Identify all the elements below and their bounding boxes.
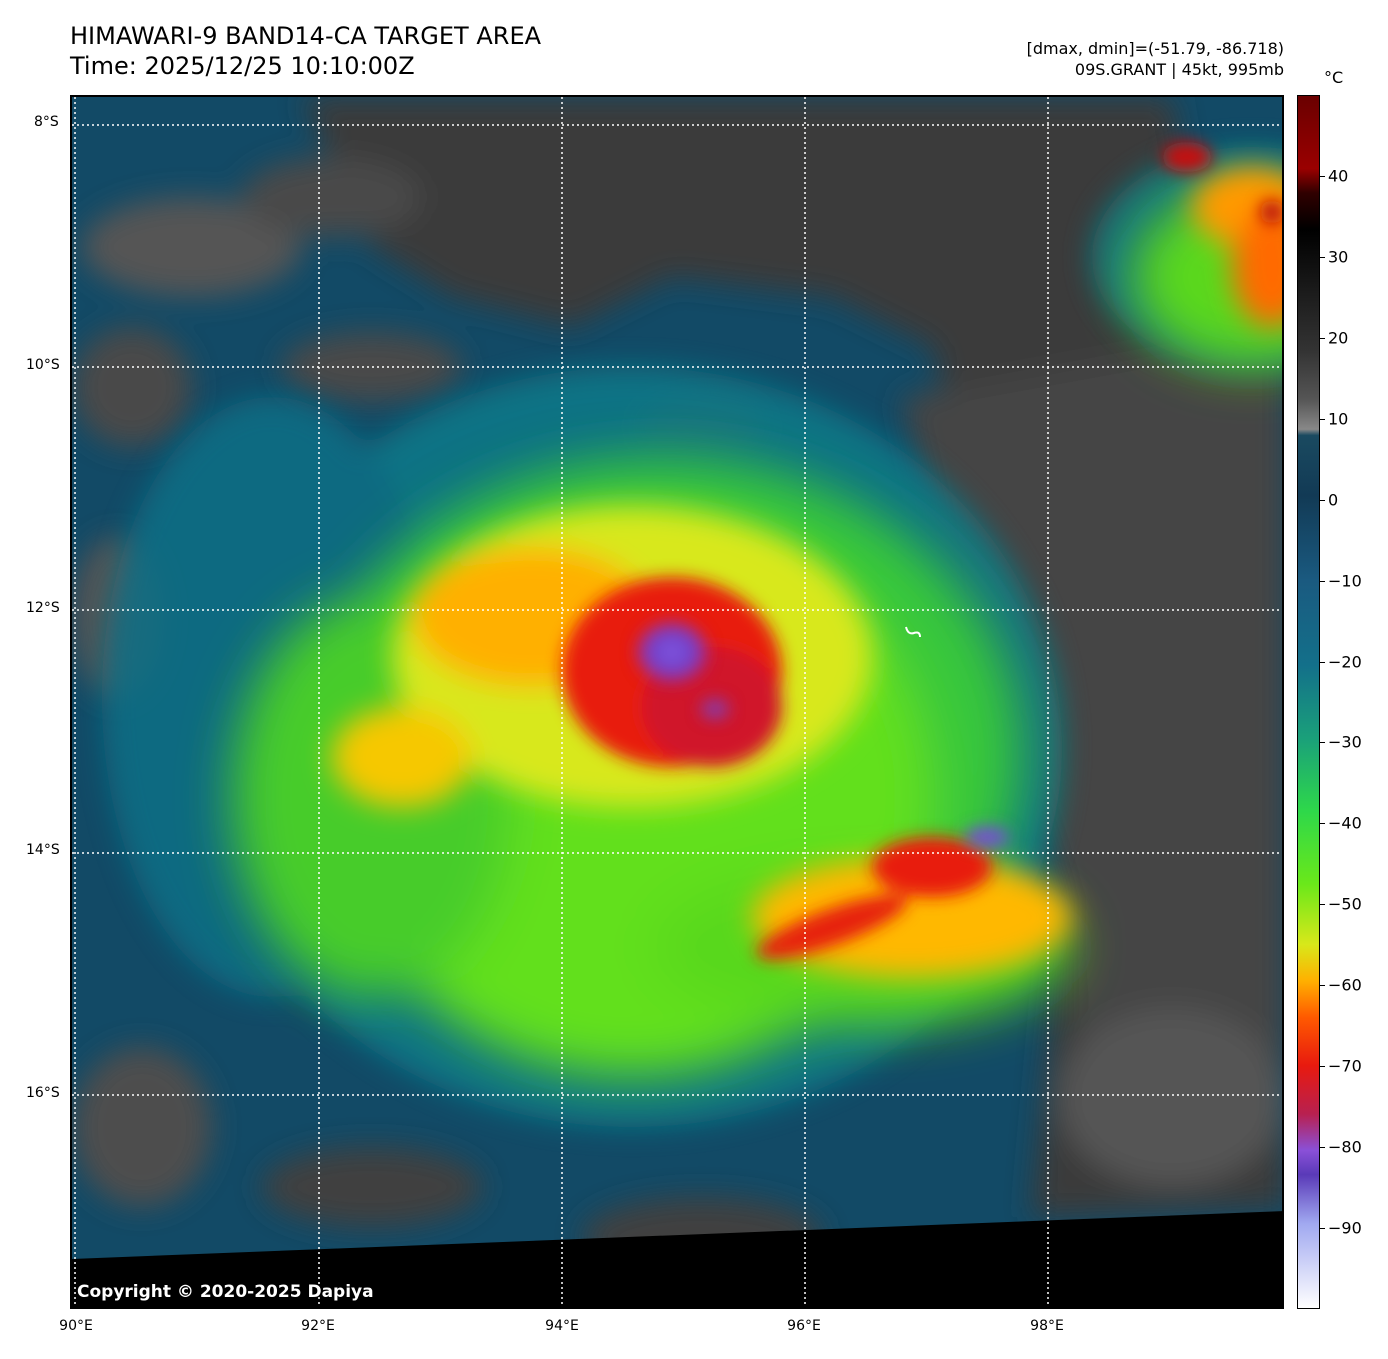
colorbar-tick xyxy=(1320,985,1325,987)
no-data-region xyxy=(72,1211,1282,1307)
colorbar-tick xyxy=(1320,742,1325,744)
lat-label: 16°S xyxy=(26,1085,60,1101)
map-timestamp: Time: 2025/12/25 10:10:00Z xyxy=(70,52,415,80)
storm-info: 09S.GRANT | 45kt, 995mb xyxy=(1074,60,1284,79)
colorbar-tick-label: −80 xyxy=(1328,1137,1362,1157)
colorbar-tick-label: −50 xyxy=(1328,894,1362,914)
colorbar-tick-label: −90 xyxy=(1328,1218,1362,1238)
colorbar-tick-label: −40 xyxy=(1328,813,1362,833)
colorbar-tick-label: 20 xyxy=(1328,328,1349,348)
colorbar-tick xyxy=(1320,580,1325,582)
colorbar-tick xyxy=(1320,418,1325,420)
colorbar-tick xyxy=(1320,1147,1325,1149)
colorbar-tick-label: 0 xyxy=(1328,490,1339,510)
island-outline xyxy=(905,626,921,638)
copyright-notice: Copyright © 2020-2025 Dapiya xyxy=(77,1282,374,1302)
colorbar-unit: °C xyxy=(1324,68,1344,87)
colorbar-tick xyxy=(1320,661,1325,663)
lon-label: 96°E xyxy=(787,1318,821,1334)
colorbar-tick xyxy=(1320,175,1325,177)
map-title: HIMAWARI-9 BAND14-CA TARGET AREA xyxy=(70,22,542,50)
colorbar-tick xyxy=(1320,823,1325,825)
lat-label: 10°S xyxy=(26,357,60,373)
lon-label: 92°E xyxy=(301,1318,335,1334)
lon-label: 94°E xyxy=(545,1318,579,1334)
lat-label: 14°S xyxy=(26,842,60,858)
temperature-range-readout: [dmax, dmin]=(-51.79, -86.718) xyxy=(1026,39,1284,58)
colorbar-tick-label: 40 xyxy=(1328,166,1349,186)
colorbar-tick-label: 30 xyxy=(1328,247,1349,267)
colorbar-tick xyxy=(1320,1228,1325,1230)
overshooting-tops xyxy=(637,622,1009,847)
colorbar-tick-label: −60 xyxy=(1328,975,1362,995)
colorbar-tick-label: −30 xyxy=(1328,732,1362,752)
colorbar-tick-label: −10 xyxy=(1328,571,1362,591)
lat-lon-grid xyxy=(72,97,1282,1307)
lat-label: 12°S xyxy=(26,600,60,616)
colorbar-tick-label: −20 xyxy=(1328,652,1362,672)
colorbar-tick-label: −70 xyxy=(1328,1056,1362,1076)
colorbar xyxy=(1297,95,1320,1309)
satellite-map[interactable]: Copyright © 2020-2025 Dapiya xyxy=(70,95,1284,1309)
lon-label: 90°E xyxy=(59,1318,93,1334)
colorbar-tick xyxy=(1320,1066,1325,1068)
satellite-imagery xyxy=(72,97,1282,1307)
lon-label: 98°E xyxy=(1030,1318,1064,1334)
colorbar-tick xyxy=(1320,256,1325,258)
lat-label: 8°S xyxy=(34,114,59,130)
colorbar-tick-label: 10 xyxy=(1328,409,1349,429)
colorbar-tick xyxy=(1320,337,1325,339)
colorbar-tick xyxy=(1320,499,1325,501)
colorbar-tick xyxy=(1320,904,1325,906)
